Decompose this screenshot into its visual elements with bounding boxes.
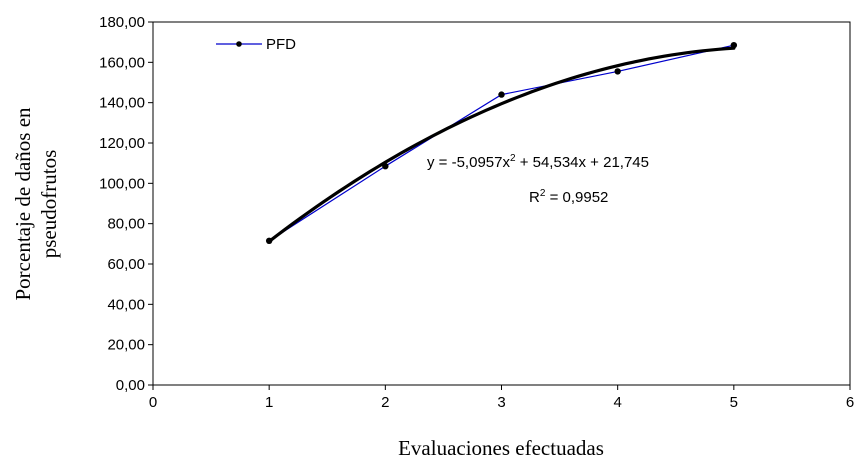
data-point bbox=[730, 41, 738, 49]
data-point bbox=[498, 91, 505, 98]
x-tick-label: 0 bbox=[149, 394, 157, 411]
y-axis-title-line-1: Porcentaje de daños en bbox=[11, 107, 35, 301]
y-tick-label: 100,00 bbox=[99, 175, 145, 192]
legend: PFD bbox=[216, 36, 296, 53]
y-axis-title-line-2: pseudofrutos bbox=[37, 150, 61, 259]
y-tick-label: 40,00 bbox=[107, 296, 145, 313]
plot-area bbox=[152, 21, 851, 386]
trendline-layer bbox=[267, 46, 736, 244]
x-tick-label: 2 bbox=[381, 394, 389, 411]
x-tick-label: 6 bbox=[846, 394, 854, 411]
trendline-curve bbox=[267, 46, 736, 244]
x-axis-ticks: 0 1 2 3 4 5 6 bbox=[149, 385, 854, 411]
x-tick-label: 1 bbox=[265, 394, 273, 411]
data-point bbox=[614, 68, 621, 75]
y-tick-label: 80,00 bbox=[107, 216, 145, 233]
y-tick-label: 20,00 bbox=[107, 337, 145, 354]
x-axis-title: Evaluaciones efectuadas bbox=[398, 436, 604, 460]
legend-marker bbox=[236, 41, 242, 47]
y-axis-ticks: 0,00 20,00 40,00 60,00 80,00 100,00 120,00 140,… bbox=[99, 14, 153, 394]
y-tick-label: 60,00 bbox=[107, 256, 145, 273]
data-point bbox=[265, 237, 273, 245]
y-tick-label: 120,00 bbox=[99, 135, 145, 152]
x-tick-label: 4 bbox=[613, 394, 621, 411]
legend-label: PFD bbox=[266, 36, 296, 53]
y-tick-label: 160,00 bbox=[99, 54, 145, 71]
x-tick-label: 3 bbox=[497, 394, 505, 411]
data-point bbox=[382, 162, 389, 170]
trendline-equation: y = -5,0957x2 + 54,534x + 21,745 bbox=[427, 153, 649, 171]
y-tick-label: 140,00 bbox=[99, 95, 145, 112]
y-tick-label: 180,00 bbox=[99, 14, 145, 31]
trendline-r2: R2 = 0,9952 bbox=[529, 188, 608, 206]
x-tick-label: 5 bbox=[730, 394, 738, 411]
y-tick-label: 0,00 bbox=[116, 377, 145, 394]
